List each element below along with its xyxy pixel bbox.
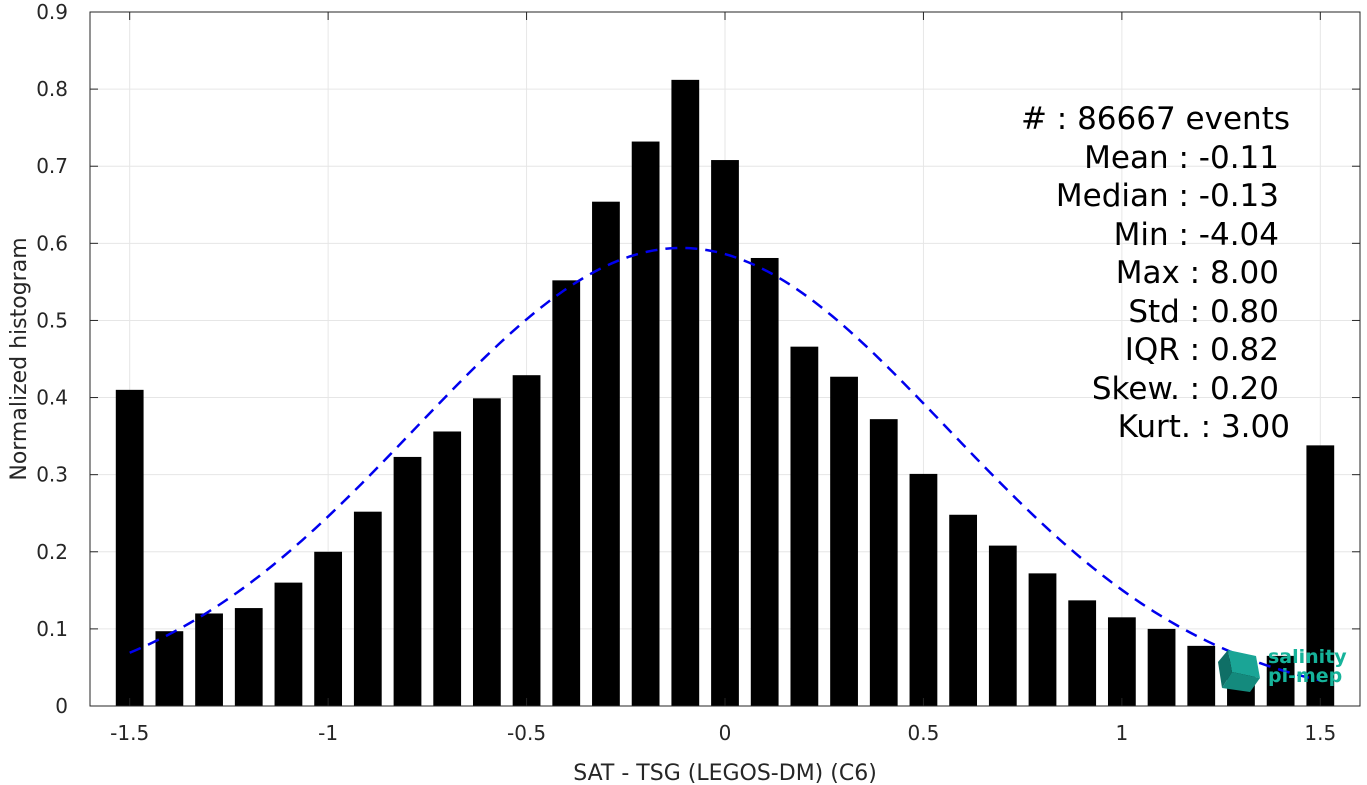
- stats-line: Std : 0.80: [1128, 293, 1279, 330]
- stats-line: Skew. : 0.20: [1091, 370, 1279, 407]
- y-axis-label: Normalized histogram: [7, 237, 32, 480]
- histogram-bar: [592, 201, 620, 706]
- logo-line-1: salinity: [1268, 646, 1347, 668]
- salinity-pimep-logo: salinity pi-mep: [1216, 646, 1347, 694]
- x-tick-label: 0.5: [908, 721, 940, 745]
- y-tick-label: 0.4: [36, 386, 68, 410]
- y-tick-label: 0.2: [36, 540, 68, 564]
- histogram-bar: [1028, 573, 1057, 706]
- x-tick-label: 1: [1116, 721, 1129, 745]
- stats-line: Mean : -0.11: [1084, 139, 1279, 176]
- histogram-bar: [1306, 445, 1335, 706]
- histogram-bar: [711, 160, 739, 706]
- histogram-bar: [393, 456, 422, 706]
- histogram-bar: [631, 141, 660, 707]
- histogram-bar: [552, 280, 581, 706]
- histogram-bar: [830, 376, 858, 706]
- x-tick-label: 0: [719, 721, 732, 745]
- y-tick-label: 0.5: [36, 308, 68, 332]
- logo-cube-icon: [1218, 650, 1260, 692]
- x-tick-label: -1.5: [110, 721, 149, 745]
- histogram-bar: [671, 79, 700, 706]
- histogram-bar: [512, 375, 541, 706]
- histogram-bar: [234, 608, 263, 706]
- stats-annotation: # : 86667 events Mean : -0.11 Median : -0.…: [1021, 100, 1290, 447]
- logo-line-2: pi-mep: [1268, 665, 1343, 687]
- histogram-bar: [909, 473, 938, 706]
- histogram-bar: [274, 582, 303, 706]
- histogram-bar: [1147, 628, 1176, 706]
- histogram-bar: [1068, 600, 1097, 706]
- x-tick-label: 1.5: [1304, 721, 1336, 745]
- histogram-bar: [314, 551, 343, 706]
- y-tick-label: 0.8: [36, 77, 68, 101]
- y-tick-label: 0.7: [36, 154, 68, 178]
- histogram-bar: [750, 257, 779, 706]
- x-axis-label: SAT - TSG (LEGOS-DM) (C6): [573, 761, 877, 785]
- histogram-bar: [790, 346, 819, 706]
- stats-line: Kurt. : 3.00: [1117, 409, 1290, 445]
- y-tick-label: 0.3: [36, 463, 68, 487]
- x-tick-label: -0.5: [507, 721, 546, 745]
- histogram-bar: [472, 398, 501, 706]
- y-tick-label: 0.1: [36, 617, 68, 641]
- histogram-bar: [155, 631, 184, 706]
- y-tick-label: 0: [55, 694, 68, 718]
- stats-line: Min : -4.04: [1113, 216, 1279, 253]
- bars-group: [115, 79, 1335, 707]
- gaussian-fit-curve: [129, 246, 1321, 682]
- stats-line: Max : 8.00: [1115, 255, 1279, 291]
- axis-ticks: -1.5 -1 -0.5 0 0.5 1 1.5 0 0.1 0.2 0.3 0.4 0.5 0.6 0.7…: [36, 0, 1360, 745]
- stats-line: IQR : 0.82: [1124, 332, 1279, 368]
- histogram-bar: [949, 514, 978, 706]
- histogram-bar: [1187, 645, 1216, 706]
- histogram-bar: [115, 389, 144, 706]
- histogram-bar: [988, 545, 1017, 706]
- histogram-bar: [433, 431, 462, 706]
- y-tick-label: 0.9: [36, 0, 68, 24]
- stats-line: # : 86667 events: [1020, 101, 1290, 137]
- histogram-bar: [353, 511, 382, 706]
- histogram-bar: [869, 419, 898, 706]
- histogram-bar: [1107, 617, 1136, 706]
- stats-line: Median : -0.13: [1055, 178, 1279, 214]
- histogram-bar: [195, 613, 223, 706]
- histogram-bar: [1266, 655, 1295, 706]
- y-tick-label: 0.6: [36, 231, 68, 255]
- x-tick-label: -1: [318, 721, 338, 745]
